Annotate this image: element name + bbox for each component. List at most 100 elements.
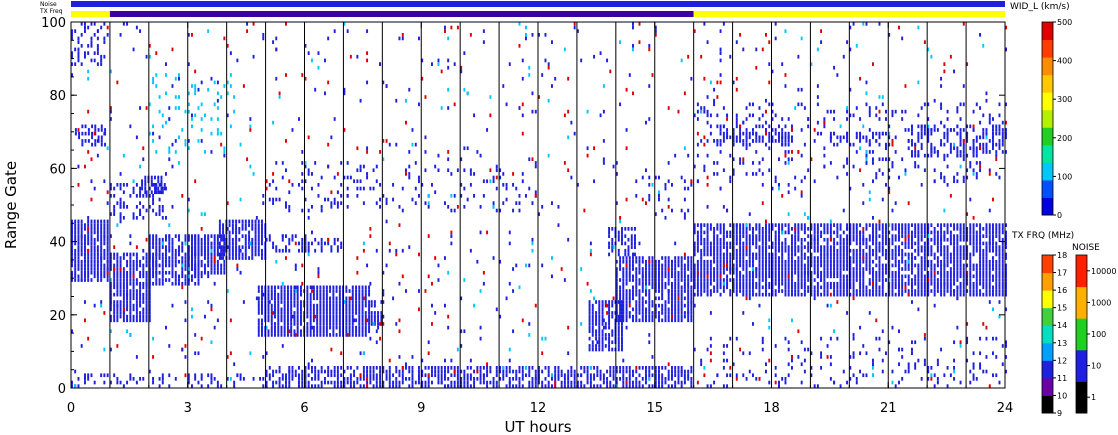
data-cell xyxy=(418,373,420,378)
data-cell xyxy=(71,227,73,231)
data-cell xyxy=(823,252,826,257)
data-cell xyxy=(608,227,611,231)
data-cell xyxy=(735,117,738,121)
data-cell xyxy=(667,179,670,184)
data-cell xyxy=(160,183,163,187)
data-cell xyxy=(891,278,894,282)
data-cell xyxy=(765,289,767,293)
data-cell xyxy=(329,307,332,312)
data-cell xyxy=(375,366,378,370)
data-cell xyxy=(241,223,244,227)
data-cell xyxy=(293,333,296,337)
data-cell xyxy=(930,263,933,268)
data-cell xyxy=(914,292,917,297)
data-cell xyxy=(624,248,627,253)
data-cell xyxy=(155,234,158,238)
data-cell xyxy=(927,259,930,264)
data-cell xyxy=(197,252,200,257)
data-cell xyxy=(927,281,930,286)
data-cell xyxy=(748,248,751,253)
data-cell xyxy=(168,270,171,275)
data-cell xyxy=(807,227,810,231)
data-cell xyxy=(956,234,959,238)
data-cell xyxy=(849,113,852,118)
data-cell xyxy=(667,318,670,323)
data-cell xyxy=(316,322,319,326)
data-cell xyxy=(797,267,800,271)
data-cell xyxy=(322,300,325,304)
data-cell xyxy=(304,245,307,249)
data-cell xyxy=(204,256,206,260)
data-cell xyxy=(145,208,148,213)
data-cell xyxy=(272,201,275,205)
data-cell xyxy=(901,256,904,260)
data-cell xyxy=(148,186,151,191)
data-cell xyxy=(184,274,187,279)
data-cell xyxy=(671,208,673,213)
data-cell xyxy=(761,245,764,249)
data-cell xyxy=(907,139,910,143)
data-cell xyxy=(716,248,719,253)
data-cell xyxy=(135,281,138,286)
data-cell xyxy=(846,135,849,140)
data-cell xyxy=(563,384,566,388)
data-cell xyxy=(398,384,401,388)
data-cell xyxy=(784,124,787,129)
data-cell xyxy=(930,146,933,151)
data-cell xyxy=(621,325,623,330)
data-cell xyxy=(979,281,982,286)
data-cell xyxy=(312,329,315,334)
data-cell xyxy=(836,135,839,140)
data-cell xyxy=(322,325,325,330)
data-cell xyxy=(261,300,263,304)
data-cell xyxy=(596,366,599,370)
data-cell xyxy=(220,256,223,260)
data-cell xyxy=(677,292,680,297)
data-cell xyxy=(813,179,816,184)
data-cell xyxy=(100,270,103,275)
data-cell xyxy=(855,234,858,238)
data-cell xyxy=(988,150,991,154)
data-cell xyxy=(940,289,943,293)
data-cell xyxy=(96,234,99,238)
data-cell xyxy=(181,270,184,275)
data-cell xyxy=(291,369,294,374)
data-cell xyxy=(816,289,819,293)
data-cell xyxy=(648,292,651,297)
data-cell xyxy=(619,377,622,381)
data-cell xyxy=(781,227,784,231)
data-cell xyxy=(661,263,664,268)
data-cell xyxy=(158,241,161,246)
data-cell xyxy=(674,289,677,293)
data-cell xyxy=(742,256,745,260)
data-cell xyxy=(914,227,917,231)
data-cell xyxy=(726,252,729,257)
data-cell xyxy=(683,285,686,290)
data-cell xyxy=(936,259,939,264)
data-cell xyxy=(601,300,604,304)
data-cell xyxy=(74,47,77,52)
data-cell xyxy=(267,285,270,290)
data-cell xyxy=(894,256,897,260)
data-cell xyxy=(791,237,793,242)
data-cell xyxy=(917,124,920,129)
data-cell xyxy=(979,263,982,268)
data-cell xyxy=(184,256,187,260)
data-cell xyxy=(238,237,241,242)
data-cell xyxy=(90,223,93,227)
data-cell xyxy=(277,322,280,326)
data-cell xyxy=(345,303,348,308)
data-cell xyxy=(742,252,745,257)
data-cell xyxy=(222,237,225,242)
data-cell xyxy=(380,322,383,326)
data-cell xyxy=(319,314,322,319)
data-cell xyxy=(771,252,774,257)
data-cell xyxy=(703,241,706,246)
data-cell xyxy=(878,223,881,227)
data-cell xyxy=(732,263,735,268)
data-cell xyxy=(335,314,338,319)
data-cell xyxy=(611,300,614,304)
data-cell xyxy=(901,267,904,271)
data-cell xyxy=(309,329,312,334)
data-cell xyxy=(719,259,722,264)
